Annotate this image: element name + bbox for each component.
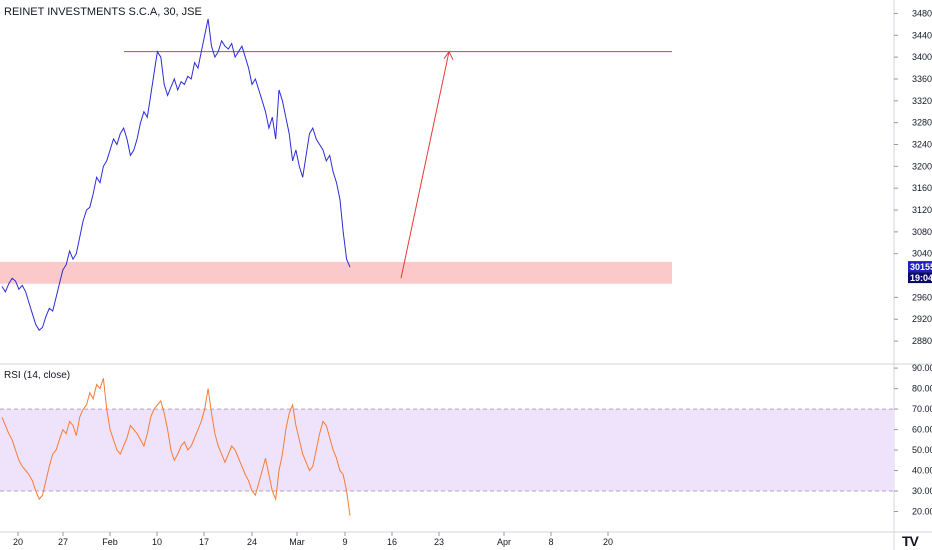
price-tick-label: 33200 xyxy=(912,96,932,106)
rsi-tick-label: 60.00 xyxy=(912,425,932,435)
time-tick-label: 27 xyxy=(58,537,68,547)
time-tick-label: 20 xyxy=(13,537,23,547)
price-tick-label: 32400 xyxy=(912,140,932,150)
rsi-label: RSI (14, close) xyxy=(4,370,71,381)
price-tick-label: 32800 xyxy=(912,118,932,128)
time-tick-label: 8 xyxy=(548,537,553,547)
price-tick-label: 29200 xyxy=(912,314,932,324)
time-tick-label: Feb xyxy=(102,537,118,547)
projection-arrow xyxy=(400,51,450,279)
rsi-tick-label: 90.00 xyxy=(912,363,932,373)
rsi-tick-label: 70.00 xyxy=(912,404,932,414)
time-tick-label: 16 xyxy=(387,537,397,547)
price-tick-label: 33600 xyxy=(912,74,932,84)
time-tick-label: 24 xyxy=(247,537,257,547)
rsi-band xyxy=(0,409,894,492)
tradingview-logo[interactable]: TV xyxy=(902,533,919,549)
countdown-label: 19:04 xyxy=(910,273,932,283)
last-price-badge xyxy=(908,261,932,273)
price-tick-label: 30800 xyxy=(912,227,932,237)
time-tick-label: 17 xyxy=(199,537,209,547)
price-tick-label: 30400 xyxy=(912,249,932,259)
rsi-tick-label: 40.00 xyxy=(912,466,932,476)
projection-arrowhead xyxy=(443,50,454,60)
time-tick-label: 9 xyxy=(342,537,347,547)
price-series-line xyxy=(1,18,351,331)
rsi-tick-label: 50.00 xyxy=(912,445,932,455)
last-price-label: 30155 xyxy=(910,262,932,272)
price-tick-label: 31600 xyxy=(912,183,932,193)
price-tick-label: 34000 xyxy=(912,52,932,62)
rsi-tick-label: 80.00 xyxy=(912,384,932,394)
price-tick-label: 32000 xyxy=(912,161,932,171)
chart-title: REINET INVESTMENTS S.C.A, 30, JSE xyxy=(4,6,202,18)
time-tick-label: 23 xyxy=(434,537,444,547)
time-tick-label: Apr xyxy=(497,537,511,547)
rsi-tick-label: 20.00 xyxy=(912,507,932,517)
price-tick-label: 34400 xyxy=(912,30,932,40)
support-zone xyxy=(0,261,672,284)
countdown-badge xyxy=(908,272,932,284)
time-tick-label: 10 xyxy=(152,537,162,547)
price-tick-label: 28800 xyxy=(912,336,932,346)
rsi-tick-label: 30.00 xyxy=(912,486,932,496)
price-tick-label: 29600 xyxy=(912,292,932,302)
price-tick-label: 34800 xyxy=(912,8,932,18)
time-tick-label: 20 xyxy=(603,537,613,547)
price-tick-label: 31200 xyxy=(912,205,932,215)
time-tick-label: Mar xyxy=(289,537,305,547)
rsi-series-line xyxy=(1,378,351,516)
